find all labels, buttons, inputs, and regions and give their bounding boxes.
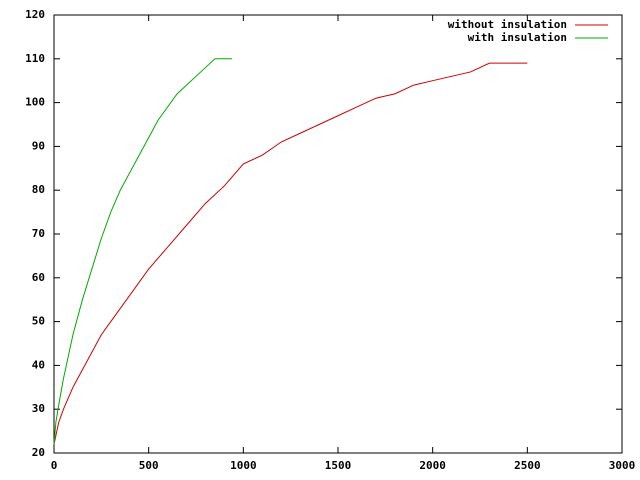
y-tick-label: 80 (32, 183, 45, 196)
legend-label: with insulation (468, 31, 567, 44)
x-tick-label: 1500 (325, 459, 352, 472)
y-tick-label: 100 (25, 96, 45, 109)
y-tick-label: 40 (32, 358, 45, 371)
y-tick-label: 110 (25, 52, 45, 65)
x-tick-label: 2500 (514, 459, 541, 472)
series-line (53, 62, 528, 445)
series-line (53, 58, 232, 445)
x-tick-label: 2000 (419, 459, 446, 472)
x-tick-label: 500 (139, 459, 159, 472)
y-tick-label: 90 (32, 139, 45, 152)
x-tick-label: 3000 (609, 459, 636, 472)
y-tick-label: 30 (32, 402, 45, 415)
x-tick-label: 0 (51, 459, 58, 472)
y-tick-label: 50 (32, 315, 45, 328)
y-tick-label: 70 (32, 227, 45, 240)
x-tick-label: 1000 (230, 459, 257, 472)
y-tick-label: 20 (32, 446, 45, 459)
legend-label: without insulation (448, 18, 567, 31)
plot-border (53, 14, 623, 454)
y-tick-label: 120 (25, 8, 45, 21)
y-tick-label: 60 (32, 271, 45, 284)
